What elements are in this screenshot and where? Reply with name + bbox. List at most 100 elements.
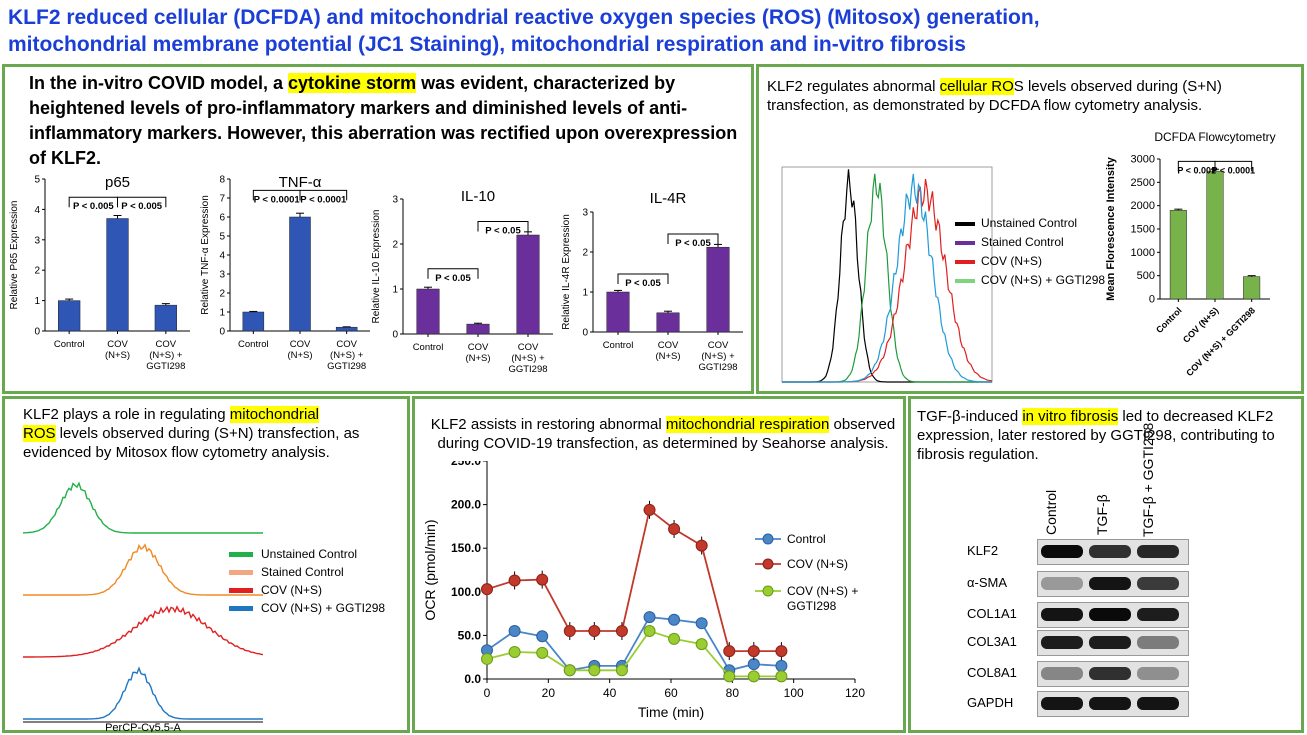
dcfda-legend: Unstained Control Stained Control COV (N… xyxy=(955,214,1105,290)
x-tick-label: (N+S) xyxy=(655,351,680,362)
mitosox-text: KLF2 plays a role in regulating mitochon… xyxy=(23,406,360,461)
data-point xyxy=(508,574,521,587)
legend-cov-ggti: COV (N+S) + GGTI298 xyxy=(955,271,1105,290)
y-tick-label: 1 xyxy=(582,288,588,299)
y-axis-label: Relative IL-4R Expression xyxy=(561,214,572,330)
y-axis-label: Mean Florescence Intensity xyxy=(1105,156,1117,301)
y-tick-label: 4 xyxy=(34,205,40,216)
bar xyxy=(58,300,81,332)
x-axis-label: Time (min) xyxy=(638,704,704,720)
y-tick-label: 0 xyxy=(582,328,588,339)
dcfda-bar-chart: 0 500 1000 1500 2000 2500 3000 DCFDA Flowcytome… xyxy=(1105,130,1276,378)
data-point xyxy=(536,646,549,659)
data-point xyxy=(481,652,493,665)
x-tick-label: GGTI298 xyxy=(508,364,547,375)
significance-bracket xyxy=(667,233,719,244)
x-tick-label: GGTI298 xyxy=(698,362,737,373)
y-tick-label: 3000 xyxy=(1131,154,1155,166)
significance-label: P < 0.0001 xyxy=(300,194,347,205)
blot-band xyxy=(1137,545,1179,558)
blot-row-label: α-SMA xyxy=(967,575,1008,590)
y-tick-label: 1 xyxy=(392,285,398,296)
legend-marker xyxy=(762,585,774,597)
dcfda-panel: KLF2 regulates abnormal cellular ROS lev… xyxy=(756,64,1304,394)
blot-band xyxy=(1137,697,1179,710)
data-point xyxy=(695,617,708,630)
data-point xyxy=(775,659,788,672)
x-tick-label: 120 xyxy=(845,686,865,700)
x-axis-label: PerCP-Cy5.5-A xyxy=(105,722,181,732)
legend-cov: COV (N+S) xyxy=(955,252,1105,271)
blot-band xyxy=(1089,608,1131,621)
x-tick-label: 60 xyxy=(664,686,678,700)
x-tick-label: Control xyxy=(603,340,634,351)
x-tick-label: GGTI298 xyxy=(146,361,185,372)
data-point xyxy=(536,630,549,643)
blot-band xyxy=(1089,636,1131,649)
y-tick-label: 2000 xyxy=(1131,200,1155,212)
blot-band xyxy=(1137,636,1179,649)
data-point xyxy=(747,658,760,671)
blot-col-tgfb-ggti: TGF-β + GGTI298 xyxy=(1140,422,1156,537)
blot-row-label: COL3A1 xyxy=(967,634,1017,649)
data-point xyxy=(615,625,628,638)
significance-label: P < 0.0001 xyxy=(254,194,301,205)
x-tick-label: 20 xyxy=(542,686,556,700)
x-tick-label: GGTI298 xyxy=(327,361,366,372)
bar xyxy=(1169,210,1187,300)
seahorse-panel: KLF2 assists in restoring abnormal mitoc… xyxy=(412,396,906,733)
y-tick-label: 250.0 xyxy=(451,461,481,468)
x-tick-label: Control xyxy=(413,342,444,353)
y-axis-label: Relative IL-10 Expression xyxy=(371,210,382,324)
data-point xyxy=(588,625,601,638)
significance-label: P < 0.05 xyxy=(675,238,711,249)
x-tick-label: (N+S) + xyxy=(330,350,364,361)
significance-bracket xyxy=(117,196,167,208)
x-tick-label: (N+S) + xyxy=(149,350,183,361)
y-tick-label: 3 xyxy=(392,195,398,206)
y-tick-label: 8 xyxy=(219,175,225,186)
y-tick-label: 0 xyxy=(392,330,398,341)
y-tick-label: 0 xyxy=(34,327,40,338)
blot-band xyxy=(1089,545,1131,558)
x-tick-label: (N+S) + xyxy=(701,351,735,362)
y-tick-label: 1 xyxy=(34,296,40,307)
legend-unstained: Unstained Control xyxy=(955,214,1105,233)
significance-bracket xyxy=(1214,160,1253,172)
significance-label: P < 0.001 xyxy=(1177,165,1216,175)
bar xyxy=(1206,170,1224,300)
x-tick-label: COV xyxy=(290,339,311,350)
cov-ggti-curve xyxy=(782,173,992,383)
bar xyxy=(289,216,311,332)
dcfda-flow-histogram xyxy=(781,166,993,383)
series-line xyxy=(486,508,782,652)
chart-title: TNF-α xyxy=(279,174,322,191)
legend-label: COV (N+S) + xyxy=(787,584,858,598)
legend-label: Control xyxy=(787,532,826,546)
bar xyxy=(154,304,177,332)
blot-col-control: Control xyxy=(1043,489,1059,535)
x-tick-label: (N+S) xyxy=(287,350,312,361)
x-tick-label: COV xyxy=(156,339,177,350)
y-tick-label: 200.0 xyxy=(451,498,481,512)
significance-bracket xyxy=(477,221,529,232)
bar xyxy=(466,323,490,335)
x-tick-label: (N+S) xyxy=(105,350,130,361)
data-point xyxy=(643,611,656,624)
data-point xyxy=(695,638,708,651)
data-point xyxy=(481,583,493,596)
chart-title: IL-4R xyxy=(650,190,687,207)
data-point xyxy=(563,664,576,677)
blot-band xyxy=(1041,667,1083,680)
blot-row-label: COL8A1 xyxy=(967,665,1017,680)
bar xyxy=(1243,276,1261,300)
data-point xyxy=(723,670,736,683)
x-tick-label: (N+S) + xyxy=(511,353,545,364)
data-point xyxy=(668,523,681,536)
y-tick-label: 7 xyxy=(219,194,225,205)
cytokine-text: In the in-vitro COVID model, a cytokine … xyxy=(29,73,738,168)
y-tick-label: 500 xyxy=(1137,270,1155,282)
x-tick-label: COV (N+S) xyxy=(1181,305,1220,344)
blot-row-label: GAPDH xyxy=(967,695,1014,710)
blot-band xyxy=(1089,577,1131,590)
